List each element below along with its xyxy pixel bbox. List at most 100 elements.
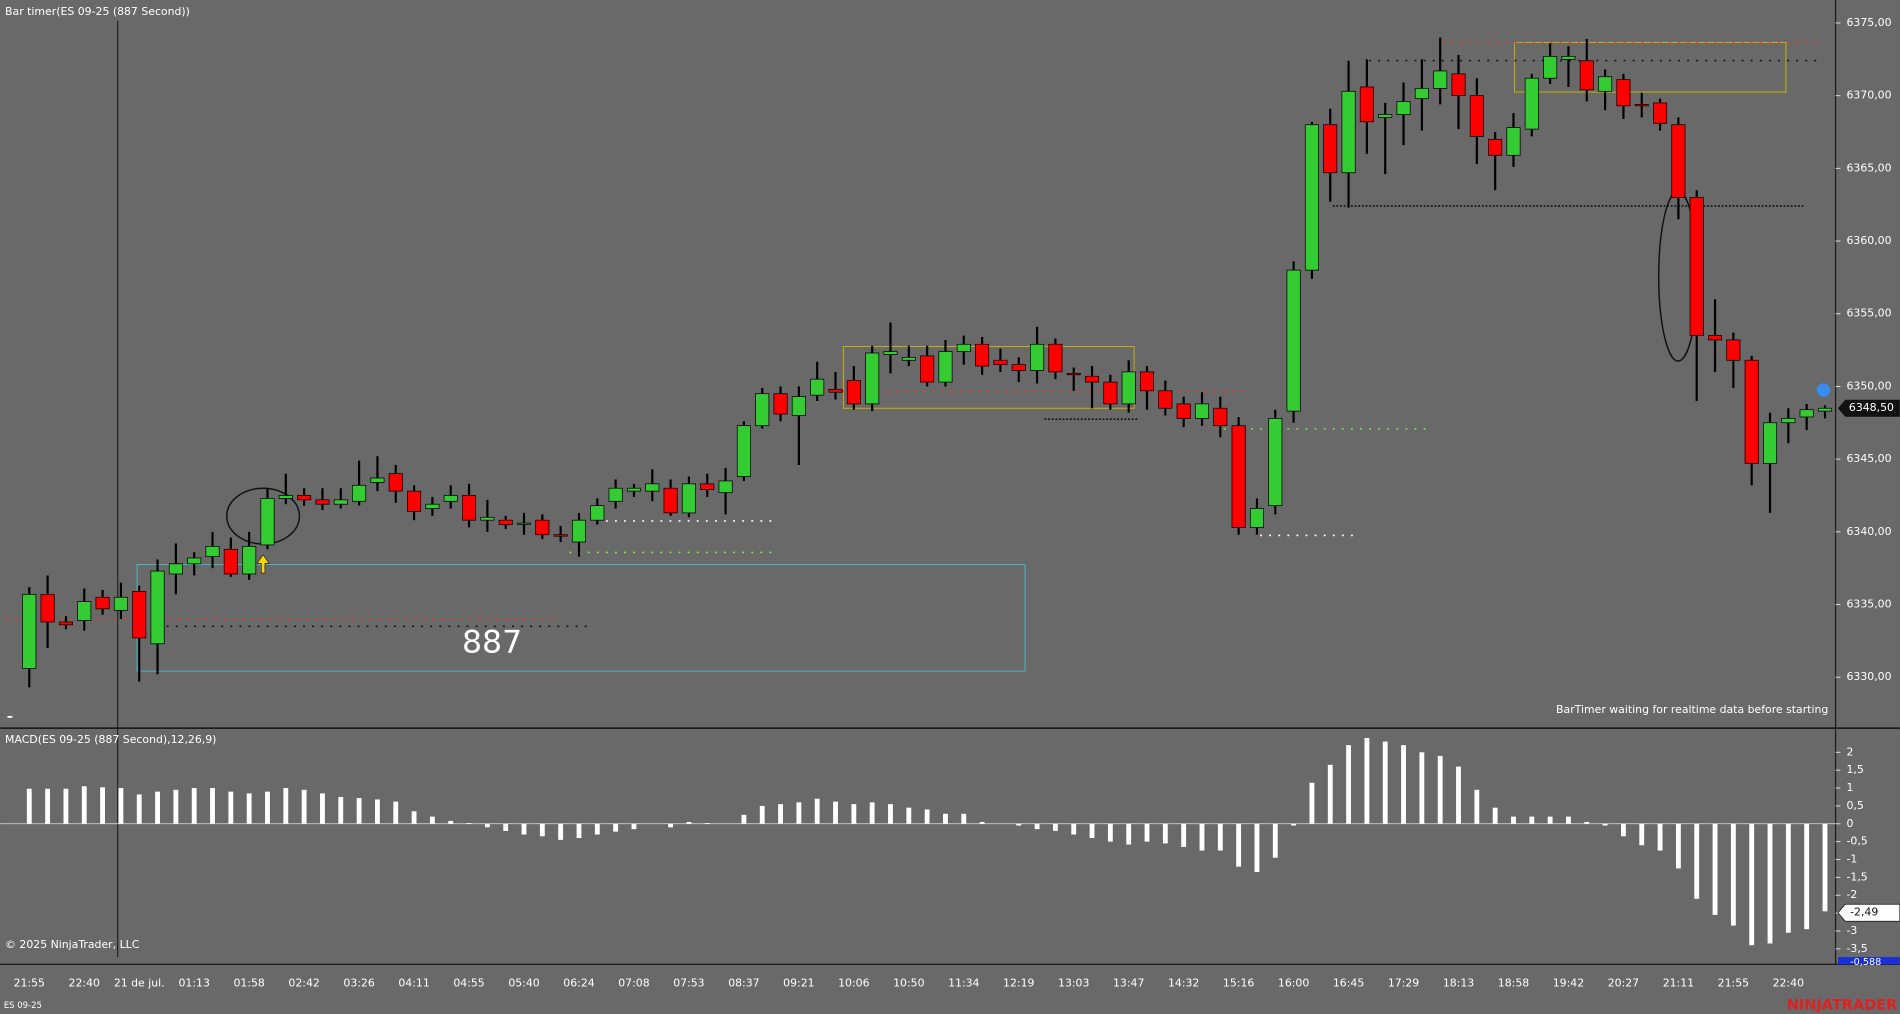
candle-body — [810, 378, 825, 396]
candle-body — [1304, 124, 1319, 271]
histogram-bar — [1254, 823, 1260, 873]
last-price-label: 6348,50 — [1849, 401, 1894, 414]
x-tick-label: 13:03 — [1058, 977, 1089, 990]
histogram-bar — [1107, 823, 1113, 842]
x-tick-label: 03:26 — [343, 977, 374, 990]
candle-body — [1433, 70, 1448, 89]
histogram-bar — [26, 788, 32, 824]
x-tick-label: 22:40 — [1773, 977, 1804, 990]
y-tick-label: 6360,00 — [1846, 234, 1891, 247]
histogram-bar — [1162, 823, 1168, 844]
candle-body — [1799, 409, 1814, 418]
histogram-bar — [411, 811, 417, 824]
y-tick-label: 2 — [1846, 745, 1853, 758]
histogram-bar — [1639, 823, 1645, 846]
brand: NINJATRADER — [1787, 998, 1898, 1014]
histogram-bar — [778, 804, 783, 824]
candle-body — [77, 601, 92, 621]
x-tick-label: 17:29 — [1388, 977, 1419, 990]
histogram-bar — [1767, 823, 1773, 944]
candle-body — [260, 498, 275, 546]
y-tick-label: -3,5 — [1846, 942, 1867, 955]
candle-body — [1194, 403, 1210, 419]
candle-body — [865, 352, 880, 405]
indicator-title: MACD(ES 09-25 (887 Second),12,26,9) — [5, 733, 216, 746]
candle-body — [1011, 364, 1026, 371]
marks: 6330,00 6335,00 6340,00 6345,00 6350,00 6355,… — [0, 16, 1900, 990]
histogram-bar — [521, 823, 527, 835]
x-tick-label: 20:27 — [1608, 977, 1639, 990]
histogram-bar — [45, 788, 51, 824]
histogram-bar — [1511, 816, 1516, 824]
histogram-bar — [1822, 823, 1828, 912]
candle-body — [1268, 418, 1283, 507]
histogram-bar — [1016, 823, 1022, 826]
x-tick-label: 11:34 — [948, 977, 979, 990]
histogram-bar — [338, 796, 344, 824]
candle-body — [1139, 371, 1155, 392]
histogram-bar — [1602, 823, 1608, 826]
candle-body — [297, 495, 312, 501]
candle-body — [205, 545, 220, 557]
histogram-bar — [466, 823, 472, 824]
candle-body — [975, 343, 990, 367]
histogram-bar — [1456, 766, 1461, 824]
candle-body — [1066, 372, 1081, 376]
y-tick-label: 6365,00 — [1846, 161, 1891, 174]
histogram-bar — [1071, 823, 1077, 835]
candle-body — [608, 487, 623, 502]
candle-body — [1579, 60, 1594, 91]
histogram-bar — [1694, 823, 1700, 899]
y-tick-label: 6340,00 — [1846, 525, 1891, 538]
histogram-bar — [1785, 823, 1791, 933]
candle-body — [370, 477, 385, 483]
status-text: BarTimer waiting for realtime data befor… — [1556, 703, 1828, 716]
candle-body — [1616, 79, 1631, 107]
candle-body — [718, 480, 733, 493]
histogram-bar — [1236, 823, 1242, 867]
candle-body — [1726, 339, 1741, 361]
histogram-bar — [1675, 823, 1681, 869]
candle-body — [168, 563, 183, 575]
candle-body — [242, 545, 257, 575]
histogram-bar — [63, 788, 69, 824]
candle-body — [113, 596, 128, 611]
candle-body — [223, 548, 238, 575]
x-tick-label: 21:11 — [1663, 977, 1694, 990]
x-tick-label: 21:55 — [14, 977, 45, 990]
candle-body — [1176, 403, 1191, 419]
candle-body — [40, 593, 55, 623]
candle-body — [1561, 56, 1576, 60]
histogram-bar — [906, 807, 912, 824]
candle-body — [645, 483, 660, 492]
candle-body — [278, 495, 293, 499]
y-tick-label: 1,5 — [1846, 763, 1863, 776]
histogram-bar — [448, 820, 454, 824]
candle-body — [1469, 95, 1484, 137]
candle-body — [187, 557, 202, 565]
candle-body — [480, 516, 495, 521]
x-tick-label: 07:08 — [618, 977, 649, 990]
y-tick-label: 6345,00 — [1846, 452, 1891, 465]
histogram-bar — [320, 793, 325, 824]
x-tick-label: 16:00 — [1278, 977, 1309, 990]
histogram-bar — [1419, 752, 1425, 824]
candle-body — [1030, 343, 1045, 371]
histogram-bar — [246, 793, 252, 824]
histogram-bar — [814, 798, 820, 824]
histogram-bar — [356, 798, 362, 824]
x-tick-label: 07:53 — [673, 977, 704, 990]
histogram-bar — [1364, 738, 1370, 824]
histogram-bar — [1346, 745, 1351, 824]
x-tick-label: 04:11 — [398, 977, 429, 990]
histogram-bar — [1621, 823, 1626, 837]
histogram-bar — [100, 787, 105, 824]
y-tick-label: 6350,00 — [1846, 379, 1891, 392]
candle-body — [1817, 407, 1833, 412]
histogram-bar — [741, 814, 747, 824]
histogram-bar — [375, 799, 380, 824]
histogram-bar — [301, 789, 307, 824]
y-tick-label: -0,5 — [1846, 835, 1867, 848]
